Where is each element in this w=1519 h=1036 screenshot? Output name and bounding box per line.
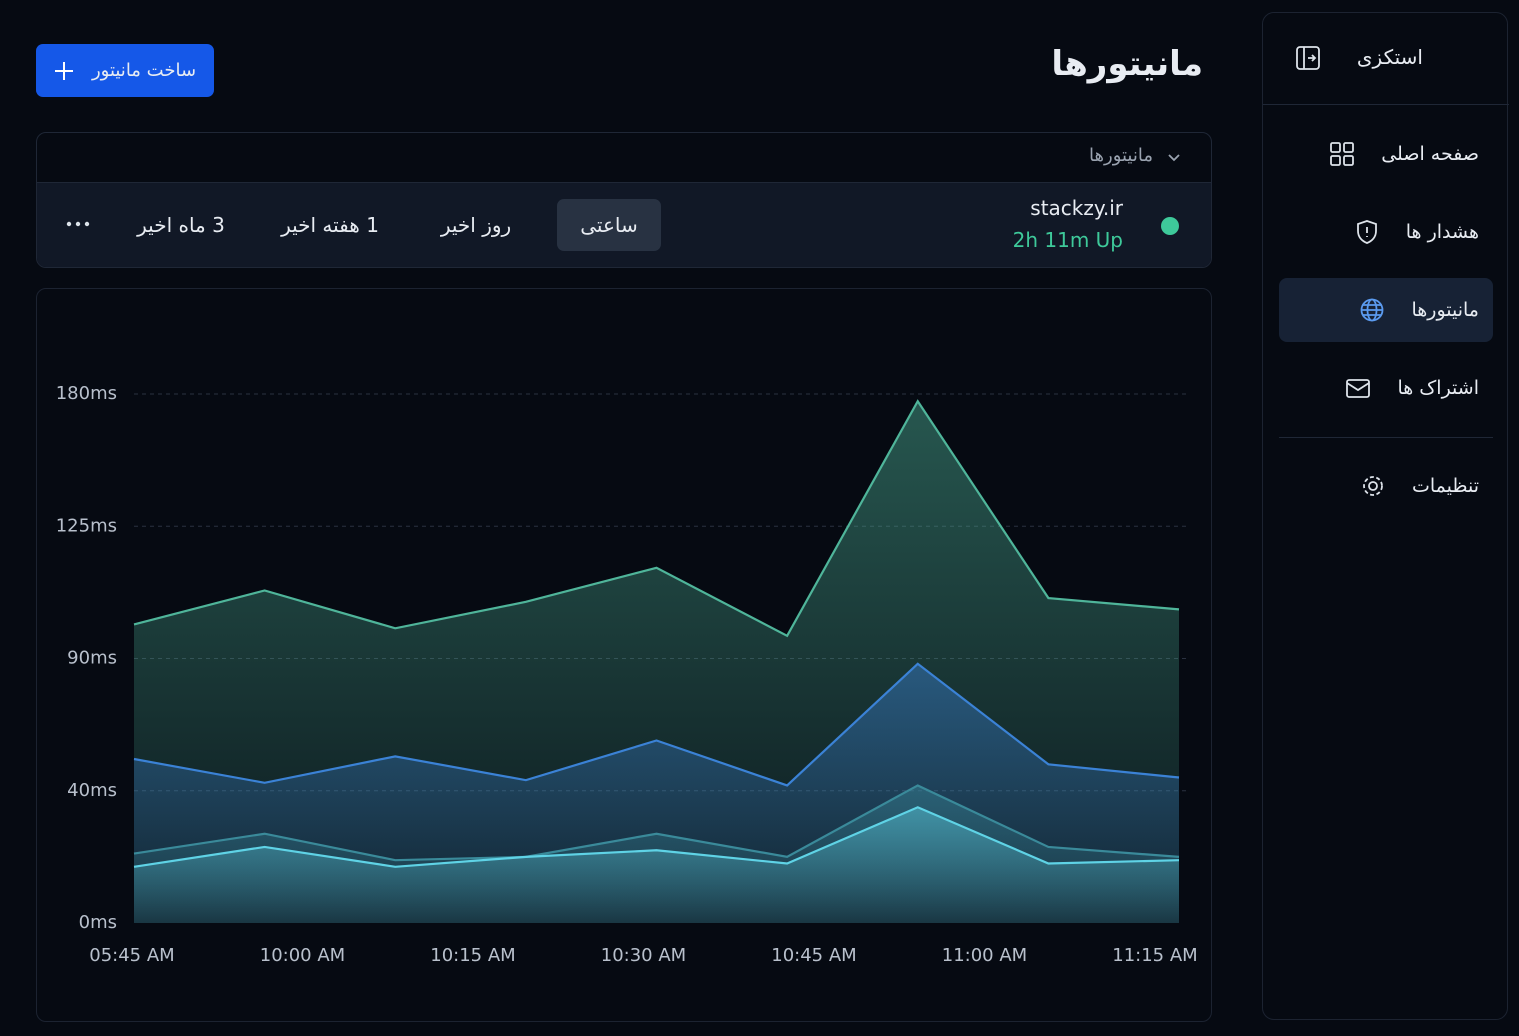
divider [1263, 104, 1509, 105]
y-tick-label: 90ms [67, 648, 117, 669]
nav-icon [1329, 141, 1355, 167]
range-tab[interactable]: ساعتی [557, 199, 661, 251]
y-tick-label: 180ms [56, 383, 117, 404]
nav-icon [1354, 219, 1380, 245]
monitor-status: 2h 11m Up [1012, 228, 1123, 252]
gear-icon [1363, 476, 1383, 496]
divider [1279, 437, 1493, 438]
create-button[interactable]: ساخت مانیتور [36, 44, 214, 97]
nav-label: هشدار ها [1405, 221, 1479, 243]
chevron [1168, 154, 1180, 162]
plus-icon [54, 61, 73, 80]
monitor-name: stackzy.ir [1030, 196, 1123, 220]
status-dot [1161, 217, 1179, 235]
icon [1346, 379, 1371, 398]
sidebar: استکزی صفحه اصلی هشدار ها مانیتورها اشتراک … [1262, 12, 1509, 1020]
x-tick-label: 11:15 AM [1112, 945, 1197, 966]
nav-item[interactable]: هشدار ها [1279, 200, 1493, 264]
line [133, 399, 1180, 638]
collapse-icon[interactable] [1295, 45, 1321, 71]
line [133, 784, 1180, 862]
button-label: ساخت مانیتور [91, 60, 197, 81]
nav-icon [1345, 375, 1371, 401]
nav-item[interactable]: اشتراک ها [1279, 356, 1493, 420]
nav-label: اشتراک ها [1397, 377, 1479, 399]
y-tick-label: 40ms [67, 780, 117, 801]
nav-settings[interactable]: تنظیمات [1279, 454, 1493, 518]
range-tab[interactable]: 1 هفته اخیر [281, 213, 379, 237]
nav-label: صفحه اصلی [1381, 143, 1479, 165]
x-tick-label: 11:00 AM [942, 945, 1027, 966]
monitor-card: مانیتورها stackzy.ir 2h 11m Up ساعتی روز … [36, 132, 1212, 268]
line [133, 806, 1180, 868]
nav-label: مانیتورها [1411, 299, 1479, 321]
filter-label[interactable]: مانیتورها [1089, 145, 1153, 166]
chart: 0ms 40ms 90ms 125ms 180ms 05:45 AM 10:00 AM 10:… [36, 288, 1212, 1022]
nav-icon [1359, 297, 1385, 323]
x-tick-label: 10:00 AM [260, 945, 345, 966]
line [133, 662, 1180, 787]
more-icon[interactable] [65, 219, 91, 229]
icon [1330, 142, 1355, 166]
y-tick-label: 0ms [79, 912, 117, 933]
x-tick-label: 10:15 AM [430, 945, 515, 966]
x-tick-label: 10:30 AM [601, 945, 686, 966]
icon [1356, 220, 1377, 244]
range-tab[interactable]: 3 ماه اخیر [137, 213, 225, 237]
icon [1361, 298, 1384, 322]
x-tick-label: 05:45 AM [89, 945, 174, 966]
nav-label: تنظیمات [1411, 475, 1479, 497]
nav-item[interactable]: صفحه اصلی [1279, 122, 1493, 186]
x-tick-label: 10:45 AM [771, 945, 856, 966]
area [134, 807, 1179, 923]
y-tick-label: 125ms [56, 515, 117, 536]
range-tab[interactable]: روز اخیر [440, 213, 512, 237]
brand: استکزی [1356, 45, 1423, 69]
page-title: مانیتورها [1051, 44, 1203, 84]
nav-item[interactable]: مانیتورها [1279, 278, 1493, 342]
